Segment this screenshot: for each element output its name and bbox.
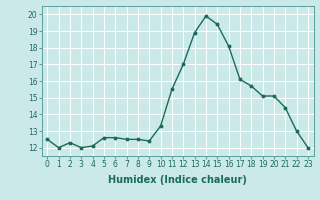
X-axis label: Humidex (Indice chaleur): Humidex (Indice chaleur) [108, 175, 247, 185]
